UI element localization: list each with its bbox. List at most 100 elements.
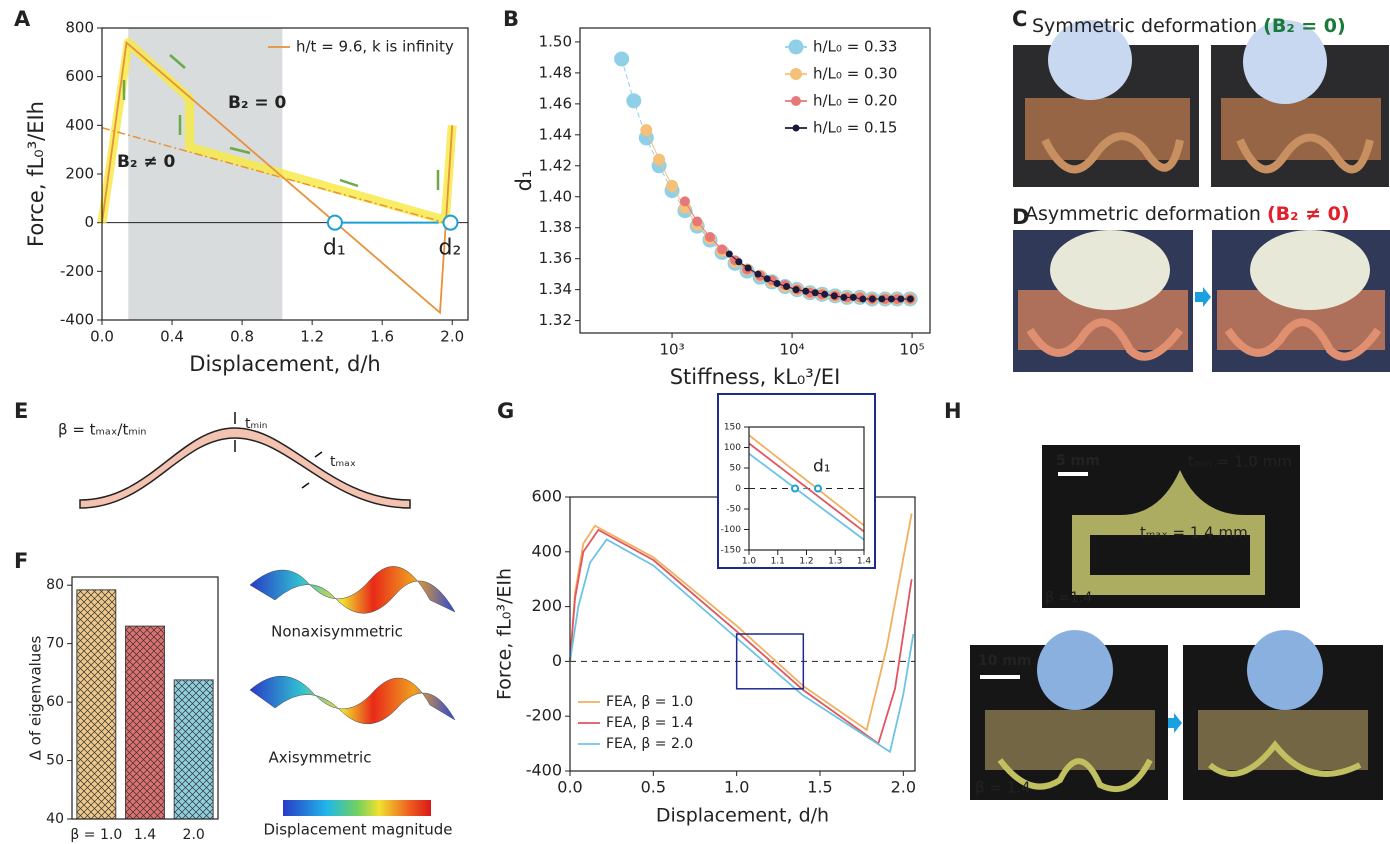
legend-label: FEA, β = 1.0 [606,694,693,710]
y-tick-label: 200 [65,165,94,183]
x-tick-label: 1.6 [370,328,394,346]
photos [1013,20,1390,372]
y-tick-label: 0 [552,651,562,670]
x-tick-label: 2.0 [183,827,205,843]
finger [1037,630,1113,710]
point [692,217,702,227]
y-tick-label: 80 [46,577,64,593]
y-tick-label: 100 [724,443,741,453]
y-tick-label: 0 [735,484,741,494]
mode-label: Axisymmetric [269,749,372,767]
point [812,289,819,296]
mode-shapes [250,566,455,816]
device [985,710,1155,770]
legend-label: h/L₀ = 0.20 [813,92,897,110]
y-tick-label: 1.32 [539,311,572,329]
finger [1247,630,1323,710]
bar-hatch [77,590,116,819]
legend-label: h/L₀ = 0.15 [813,119,897,137]
point [754,271,761,278]
x-tick-label: 1.2 [799,557,813,567]
y-tick-label: 70 [46,636,64,652]
point [821,291,828,298]
tmin-label: tₘᵢₙ = 1.0 mm [1188,453,1292,471]
arrow [1195,287,1211,307]
point [717,244,727,254]
scale-bar [980,675,1020,679]
legend-marker [791,96,801,106]
x-axis-label: Stiffness, kL₀³/EI [670,365,841,389]
panel-label: A [14,7,31,31]
point [705,232,715,242]
x-tick-label: 0.0 [90,328,114,346]
x-tick-label: 0.8 [230,328,254,346]
x-tick-label: 10³ [659,341,684,359]
y-axis-label: d₁ [512,170,536,192]
y-tick-label: 1.42 [539,156,572,174]
panel-label: F [14,549,28,573]
y-axis-label: Force, fL₀³/EIh [494,568,516,700]
y-tick-label: 400 [531,541,562,560]
y-tick-label: 1.36 [539,249,572,267]
point [878,295,885,302]
x-axis-label: Displacement, d/h [656,805,829,827]
marker-point [328,216,342,230]
beta-label: β =1.4 [1045,590,1092,606]
point-label: d₂ [438,236,461,261]
point [802,288,809,295]
point-label: d₁ [323,236,346,261]
point [726,251,733,258]
y-tick-label: 600 [65,67,94,85]
point [640,124,652,136]
point [653,154,665,166]
inset-frame [718,394,875,568]
mode-nonaxisym [250,566,455,613]
legend-marker [793,125,800,132]
figure: A-400-20002004006008000.00.40.81.21.62.0… [0,0,1390,844]
point [614,51,629,66]
legend-label: h/L₀ = 0.30 [813,65,897,83]
y-tick-label: 200 [531,596,562,615]
y-tick-label: 1.46 [539,94,572,112]
y-tick-label: -400 [60,311,94,329]
x-axis-label: Displacement, d/h [189,352,380,376]
x-tick-label: β = 1.0 [70,827,122,843]
photos-h [970,445,1383,800]
arrow [1168,713,1182,733]
y-tick-label: 1.34 [539,280,572,298]
point [907,295,914,302]
green-arrow [340,180,358,186]
x-tick-label: 2.0 [440,328,464,346]
point [859,295,866,302]
annotation: B₂ = 0 [228,93,286,113]
shaded-region [128,28,282,320]
x-tick-label: 10⁵ [900,341,925,359]
beam-sketch [80,428,410,508]
panel-label: H [944,399,962,423]
point [735,258,742,265]
bar-hatch [126,626,165,819]
y-axis-label: Δ of eigenvalues [27,635,45,760]
x-tick-label: 0.0 [557,778,582,797]
device [1198,710,1368,770]
panel-label: G [497,399,514,423]
marker-point [815,486,821,492]
legend-label: FEA, β = 1.4 [606,715,693,731]
scale-label: 10 mm [978,653,1032,669]
title-text: Asymmetric deformation [1025,203,1267,225]
y-tick-label: 1.38 [539,218,572,236]
scale-label: 5 mm [1056,453,1100,469]
point [831,292,838,299]
tmin-label: tₘᵢₙ [245,416,267,432]
title-highlight: (B₂ = 0) [1263,15,1346,37]
x-tick-label: 1.4 [857,557,872,567]
y-tick-label: 1.44 [539,125,572,143]
y-tick-label: 60 [46,694,64,710]
legend-marker [790,68,802,80]
y-tick-label: -100 [721,525,742,535]
point [783,283,790,290]
x-tick-label: 1.3 [828,557,842,567]
point [764,275,771,282]
y-tick-label: -200 [60,262,94,280]
y-tick-label: 1.48 [539,63,572,81]
